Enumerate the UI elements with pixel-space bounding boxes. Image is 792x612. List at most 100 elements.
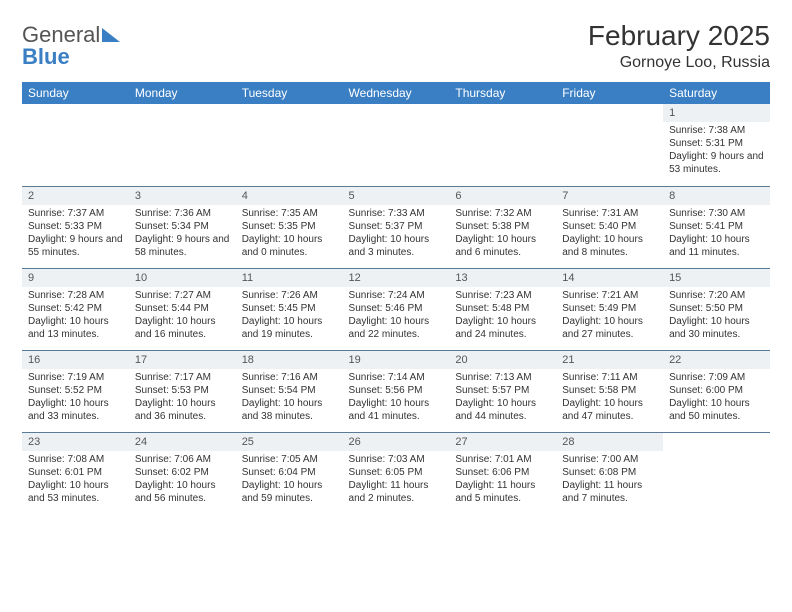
day-details: Sunrise: 7:17 AMSunset: 5:53 PMDaylight:…: [129, 369, 236, 427]
sunset-text: Sunset: 6:01 PM: [28, 466, 123, 479]
header: General Blue February 2025 Gornoye Loo, …: [22, 20, 770, 72]
day-details: Sunrise: 7:03 AMSunset: 6:05 PMDaylight:…: [343, 451, 450, 509]
calendar-cell: 4Sunrise: 7:35 AMSunset: 5:35 PMDaylight…: [236, 186, 343, 268]
calendar-cell: 17Sunrise: 7:17 AMSunset: 5:53 PMDayligh…: [129, 350, 236, 432]
day-number: 17: [129, 351, 236, 369]
calendar-body: ............1Sunrise: 7:38 AMSunset: 5:3…: [22, 104, 770, 514]
sunset-text: Sunset: 5:40 PM: [562, 220, 657, 233]
sunrise-text: Sunrise: 7:26 AM: [242, 289, 337, 302]
calendar-cell: 13Sunrise: 7:23 AMSunset: 5:48 PMDayligh…: [449, 268, 556, 350]
calendar-cell: 11Sunrise: 7:26 AMSunset: 5:45 PMDayligh…: [236, 268, 343, 350]
daylight-text: Daylight: 10 hours and 33 minutes.: [28, 397, 123, 423]
day-details: Sunrise: 7:08 AMSunset: 6:01 PMDaylight:…: [22, 451, 129, 509]
calendar-cell: ..: [556, 104, 663, 186]
sunset-text: Sunset: 5:38 PM: [455, 220, 550, 233]
day-details: Sunrise: 7:09 AMSunset: 6:00 PMDaylight:…: [663, 369, 770, 427]
day-number: 2: [22, 187, 129, 205]
calendar-week: ............1Sunrise: 7:38 AMSunset: 5:3…: [22, 104, 770, 186]
sunset-text: Sunset: 5:41 PM: [669, 220, 764, 233]
daylight-text: Daylight: 10 hours and 13 minutes.: [28, 315, 123, 341]
sunset-text: Sunset: 5:35 PM: [242, 220, 337, 233]
sunrise-text: Sunrise: 7:09 AM: [669, 371, 764, 384]
day-details: Sunrise: 7:24 AMSunset: 5:46 PMDaylight:…: [343, 287, 450, 345]
day-details: Sunrise: 7:31 AMSunset: 5:40 PMDaylight:…: [556, 205, 663, 263]
sunrise-text: Sunrise: 7:35 AM: [242, 207, 337, 220]
daylight-text: Daylight: 10 hours and 38 minutes.: [242, 397, 337, 423]
daylight-text: Daylight: 10 hours and 16 minutes.: [135, 315, 230, 341]
sunrise-text: Sunrise: 7:32 AM: [455, 207, 550, 220]
day-number: 21: [556, 351, 663, 369]
weekday-header: Tuesday: [236, 82, 343, 104]
calendar-cell: 23Sunrise: 7:08 AMSunset: 6:01 PMDayligh…: [22, 432, 129, 514]
day-number: 28: [556, 433, 663, 451]
sunrise-text: Sunrise: 7:19 AM: [28, 371, 123, 384]
title-block: February 2025 Gornoye Loo, Russia: [588, 20, 770, 72]
sunrise-text: Sunrise: 7:37 AM: [28, 207, 123, 220]
calendar-cell: ..: [22, 104, 129, 186]
sunset-text: Sunset: 6:02 PM: [135, 466, 230, 479]
daylight-text: Daylight: 10 hours and 30 minutes.: [669, 315, 764, 341]
calendar-cell: 20Sunrise: 7:13 AMSunset: 5:57 PMDayligh…: [449, 350, 556, 432]
weekday-header: Friday: [556, 82, 663, 104]
sunset-text: Sunset: 5:44 PM: [135, 302, 230, 315]
day-number: 3: [129, 187, 236, 205]
sunrise-text: Sunrise: 7:06 AM: [135, 453, 230, 466]
calendar-cell: 2Sunrise: 7:37 AMSunset: 5:33 PMDaylight…: [22, 186, 129, 268]
day-details: Sunrise: 7:23 AMSunset: 5:48 PMDaylight:…: [449, 287, 556, 345]
sunset-text: Sunset: 5:56 PM: [349, 384, 444, 397]
sunrise-text: Sunrise: 7:38 AM: [669, 124, 764, 137]
sunrise-text: Sunrise: 7:16 AM: [242, 371, 337, 384]
day-details: Sunrise: 7:30 AMSunset: 5:41 PMDaylight:…: [663, 205, 770, 263]
day-number: 18: [236, 351, 343, 369]
daylight-text: Daylight: 10 hours and 41 minutes.: [349, 397, 444, 423]
sunset-text: Sunset: 5:34 PM: [135, 220, 230, 233]
calendar-cell: 27Sunrise: 7:01 AMSunset: 6:06 PMDayligh…: [449, 432, 556, 514]
location-label: Gornoye Loo, Russia: [588, 54, 770, 72]
day-details: Sunrise: 7:13 AMSunset: 5:57 PMDaylight:…: [449, 369, 556, 427]
logo-text: General Blue: [22, 24, 120, 68]
day-number: 14: [556, 269, 663, 287]
sunrise-text: Sunrise: 7:00 AM: [562, 453, 657, 466]
day-details: Sunrise: 7:20 AMSunset: 5:50 PMDaylight:…: [663, 287, 770, 345]
calendar-cell: 6Sunrise: 7:32 AMSunset: 5:38 PMDaylight…: [449, 186, 556, 268]
calendar-cell: 1Sunrise: 7:38 AMSunset: 5:31 PMDaylight…: [663, 104, 770, 186]
day-number: 10: [129, 269, 236, 287]
calendar-week: 16Sunrise: 7:19 AMSunset: 5:52 PMDayligh…: [22, 350, 770, 432]
calendar-table: SundayMondayTuesdayWednesdayThursdayFrid…: [22, 82, 770, 514]
day-number: 16: [22, 351, 129, 369]
sunrise-text: Sunrise: 7:01 AM: [455, 453, 550, 466]
calendar-week: 2Sunrise: 7:37 AMSunset: 5:33 PMDaylight…: [22, 186, 770, 268]
day-number: 19: [343, 351, 450, 369]
daylight-text: Daylight: 10 hours and 11 minutes.: [669, 233, 764, 259]
sunrise-text: Sunrise: 7:20 AM: [669, 289, 764, 302]
weekday-header: Thursday: [449, 82, 556, 104]
calendar-cell: 18Sunrise: 7:16 AMSunset: 5:54 PMDayligh…: [236, 350, 343, 432]
day-number: 5: [343, 187, 450, 205]
sunset-text: Sunset: 5:42 PM: [28, 302, 123, 315]
sunrise-text: Sunrise: 7:33 AM: [349, 207, 444, 220]
daylight-text: Daylight: 11 hours and 5 minutes.: [455, 479, 550, 505]
sunset-text: Sunset: 5:46 PM: [349, 302, 444, 315]
calendar-cell: 22Sunrise: 7:09 AMSunset: 6:00 PMDayligh…: [663, 350, 770, 432]
daylight-text: Daylight: 9 hours and 55 minutes.: [28, 233, 123, 259]
sunset-text: Sunset: 5:50 PM: [669, 302, 764, 315]
day-details: Sunrise: 7:16 AMSunset: 5:54 PMDaylight:…: [236, 369, 343, 427]
daylight-text: Daylight: 9 hours and 53 minutes.: [669, 150, 764, 176]
day-number: 11: [236, 269, 343, 287]
day-details: Sunrise: 7:28 AMSunset: 5:42 PMDaylight:…: [22, 287, 129, 345]
calendar-cell: 14Sunrise: 7:21 AMSunset: 5:49 PMDayligh…: [556, 268, 663, 350]
day-details: Sunrise: 7:21 AMSunset: 5:49 PMDaylight:…: [556, 287, 663, 345]
sunset-text: Sunset: 6:05 PM: [349, 466, 444, 479]
day-number: 15: [663, 269, 770, 287]
sunset-text: Sunset: 5:53 PM: [135, 384, 230, 397]
day-number: 24: [129, 433, 236, 451]
weekday-header: Sunday: [22, 82, 129, 104]
day-number: 27: [449, 433, 556, 451]
calendar-cell: 16Sunrise: 7:19 AMSunset: 5:52 PMDayligh…: [22, 350, 129, 432]
day-number: 6: [449, 187, 556, 205]
sunrise-text: Sunrise: 7:14 AM: [349, 371, 444, 384]
daylight-text: Daylight: 10 hours and 0 minutes.: [242, 233, 337, 259]
day-details: Sunrise: 7:36 AMSunset: 5:34 PMDaylight:…: [129, 205, 236, 263]
daylight-text: Daylight: 10 hours and 56 minutes.: [135, 479, 230, 505]
sunrise-text: Sunrise: 7:13 AM: [455, 371, 550, 384]
